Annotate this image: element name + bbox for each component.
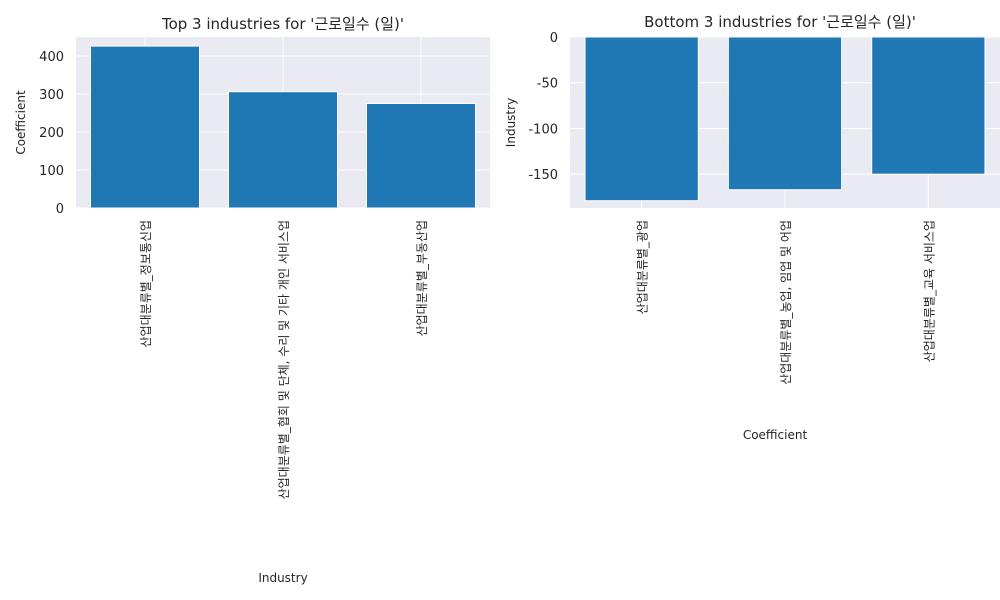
bar <box>585 37 698 201</box>
x-axis-label: Coefficient <box>743 428 808 442</box>
x-category-label: 산업대분류별_농업, 임업 및 어업 <box>779 220 793 385</box>
x-category-label: 산업대분류별_협회 및 단체, 수리 및 기타 개인 서비스업 <box>277 220 291 499</box>
top-industries-chart: 0 100 200 300 400 산업대분류별_정보통신업 산업대분류별_협회 및 단체… <box>14 15 490 585</box>
y-tick-label: 300 <box>39 88 64 103</box>
y-tick-label: 200 <box>39 126 64 141</box>
x-axis-label: Industry <box>258 571 307 585</box>
chart-title: Top 3 industries for '근로일수 (일)' <box>161 15 404 33</box>
x-category-label: 산업대분류별_정보통신업 <box>139 220 153 347</box>
x-category-label: 산업대분류별_광업 <box>636 220 650 314</box>
y-tick-label: -150 <box>528 168 558 183</box>
y-tick-label: -50 <box>537 77 558 92</box>
bar <box>228 92 337 208</box>
x-category-label: 산업대분류별_교육 서비스업 <box>922 220 936 362</box>
x-category-labels: 산업대분류별_정보통신업 산업대분류별_협회 및 단체, 수리 및 기타 개인 서… <box>139 220 429 499</box>
y-ticks: 0 100 200 300 400 <box>39 50 64 217</box>
x-category-labels: 산업대분류별_광업 산업대분류별_농업, 임업 및 어업 산업대분류별_교육 서비스… <box>636 220 937 385</box>
y-tick-label: 400 <box>39 50 64 65</box>
bar <box>366 104 475 209</box>
bar <box>90 46 199 208</box>
y-tick-label: 0 <box>56 202 64 217</box>
x-category-label: 산업대분류별_부동산업 <box>415 220 429 336</box>
bottom-industries-chart: 0 -50 -100 -150 산업대분류별_광업 산업대분류별_농업, 임업 및 어업… <box>504 13 1000 442</box>
bar <box>728 37 841 190</box>
chart-title: Bottom 3 industries for '근로일수 (일)' <box>644 13 916 31</box>
y-axis-label: Coefficient <box>14 90 28 155</box>
bar <box>872 37 985 174</box>
y-ticks: 0 -50 -100 -150 <box>528 31 558 183</box>
y-tick-label: 0 <box>550 31 558 46</box>
y-tick-label: 100 <box>39 164 64 179</box>
y-axis-label: Industry <box>504 98 518 147</box>
y-tick-label: -100 <box>528 122 558 137</box>
